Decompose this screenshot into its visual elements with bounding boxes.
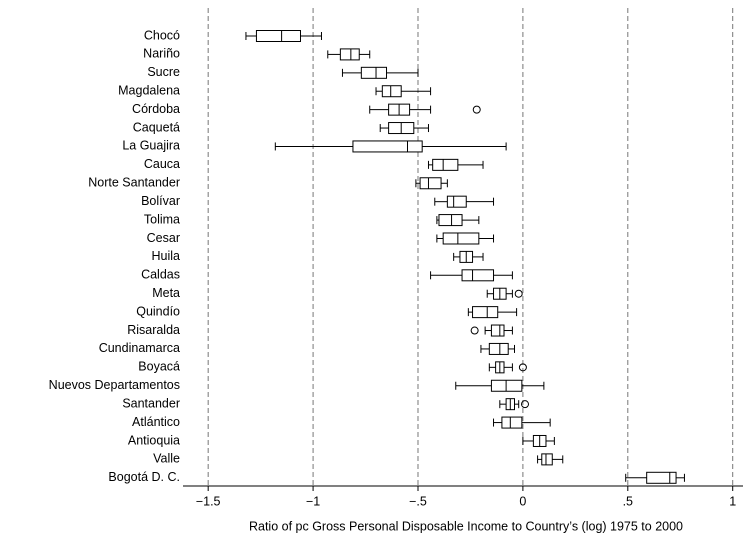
box bbox=[442, 232, 480, 245]
box bbox=[541, 453, 553, 466]
y-tick-label: Bolívar bbox=[141, 194, 180, 208]
y-tick-label: Quindío bbox=[136, 304, 180, 318]
box bbox=[488, 342, 509, 355]
box bbox=[438, 214, 463, 227]
y-tick-label: Bogotá D. C. bbox=[108, 470, 180, 484]
box bbox=[501, 416, 523, 429]
x-tick-label: .5 bbox=[623, 494, 633, 508]
y-tick-label: Meta bbox=[152, 286, 180, 300]
y-tick-label: Atlántico bbox=[132, 415, 180, 429]
y-tick-label: Antioquia bbox=[128, 433, 180, 447]
box bbox=[352, 140, 423, 153]
y-tick-label: Cesar bbox=[147, 231, 180, 245]
x-tick-label: −.5 bbox=[409, 494, 427, 508]
x-tick-label: 1 bbox=[729, 494, 736, 508]
box bbox=[446, 195, 467, 208]
y-tick-label: Magdalena bbox=[118, 84, 180, 98]
y-tick-label: Sucre bbox=[147, 65, 180, 79]
outlier bbox=[520, 400, 529, 409]
x-tick-label: 0 bbox=[519, 494, 526, 508]
outlier bbox=[514, 289, 523, 298]
y-tick-label: Valle bbox=[153, 452, 180, 466]
box bbox=[360, 66, 388, 79]
box bbox=[432, 158, 459, 171]
y-tick-label: Boyacá bbox=[138, 360, 180, 374]
y-tick-label: Nuevos Departamentos bbox=[49, 378, 180, 392]
box bbox=[419, 177, 442, 190]
box bbox=[255, 30, 301, 42]
x-tick-label: −1.5 bbox=[196, 494, 221, 508]
box bbox=[490, 379, 523, 392]
box bbox=[472, 306, 499, 319]
y-tick-label: La Guajira bbox=[122, 139, 180, 153]
y-tick-label: Chocó bbox=[144, 28, 180, 42]
y-tick-label: Cundinamarca bbox=[99, 341, 180, 355]
y-tick-label: Caquetá bbox=[133, 120, 180, 134]
x-tick-label: −1 bbox=[306, 494, 320, 508]
y-tick-label: Cauca bbox=[144, 157, 180, 171]
y-tick-label: Risaralda bbox=[127, 323, 180, 337]
y-tick-label: Norte Santander bbox=[88, 176, 180, 190]
y-tick-label: Huila bbox=[152, 249, 181, 263]
box bbox=[381, 85, 402, 98]
box bbox=[339, 48, 360, 61]
y-tick-label: Córdoba bbox=[132, 102, 180, 116]
box bbox=[646, 471, 677, 484]
outlier bbox=[470, 326, 479, 335]
y-tick-label: Caldas bbox=[141, 268, 180, 282]
box bbox=[490, 324, 505, 337]
x-axis-label: Ratio of pc Gross Personal Disposable In… bbox=[249, 519, 683, 533]
y-tick-label: Nariño bbox=[143, 47, 180, 61]
y-tick-label: Tolima bbox=[144, 212, 180, 226]
box bbox=[461, 269, 495, 282]
outlier bbox=[472, 105, 481, 114]
y-tick-label: Santander bbox=[122, 396, 180, 410]
outlier bbox=[518, 363, 527, 372]
